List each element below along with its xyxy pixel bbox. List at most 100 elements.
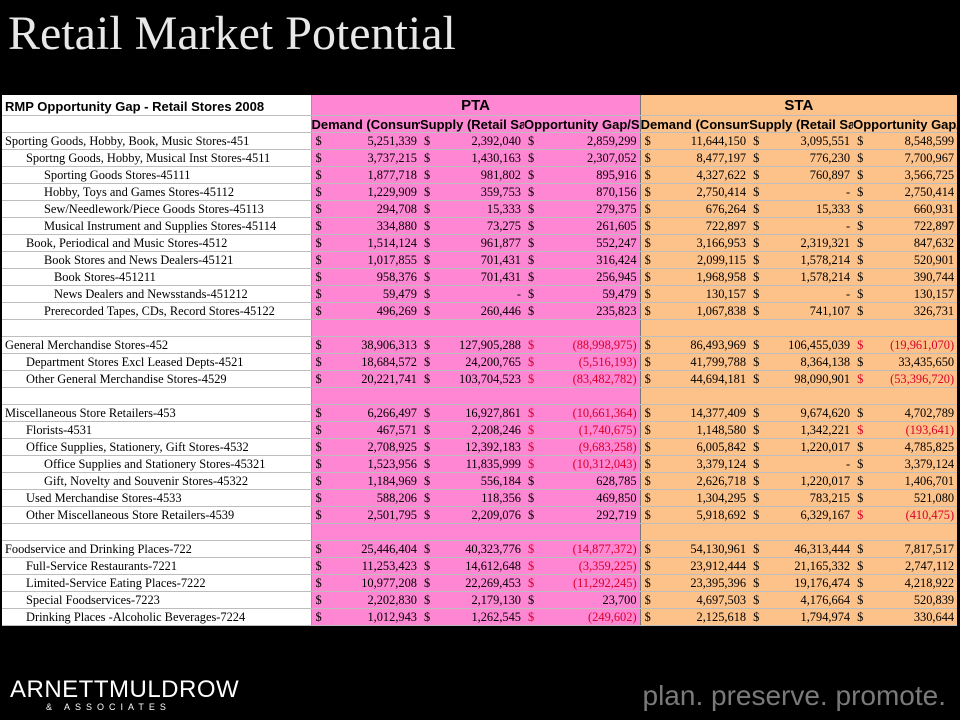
spacer-cell (524, 319, 536, 337)
pta-demand-value: 496,269 (323, 302, 420, 320)
sta-supply-currency: $ (749, 608, 762, 626)
pta-opportunity-value: (14,877,372) (536, 540, 641, 558)
pta-supply-value: 2,209,076 (432, 506, 524, 524)
sta-demand-currency: $ (639, 574, 653, 592)
sta-opportunity-value: 520,901 (865, 251, 958, 269)
sta-demand-value: 676,264 (652, 200, 750, 218)
sta-opportunity-currency: $ (853, 302, 866, 320)
spacer-cell (2, 319, 312, 337)
pta-opportunity-currency: $ (524, 557, 536, 575)
table-row: Miscellaneous Store Retailers-453 $6,266,… (2, 404, 958, 422)
pta-supply-value: 11,835,999 (432, 455, 524, 473)
pta-demand-currency: $ (311, 285, 323, 303)
spacer-cell (420, 319, 432, 337)
sta-opportunity-value: (410,475) (865, 506, 958, 524)
rmp-opportunity-gap-table: RMP Opportunity Gap - Retail Stores 2008… (2, 95, 958, 626)
spacer-cell (639, 387, 653, 405)
pta-demand-value: 59,479 (323, 285, 420, 303)
table-row: Gift, Novelty and Souvenir Stores-45322 $… (2, 472, 958, 490)
sta-opportunity-currency: $ (853, 540, 866, 558)
sta-demand-value: 1,304,295 (652, 489, 750, 507)
sta-supply-value: 4,176,664 (761, 591, 854, 609)
pta-opportunity-value: 2,859,299 (536, 132, 641, 150)
spacer-cell (524, 523, 536, 541)
pta-demand-currency: $ (311, 268, 323, 286)
pta-demand-value: 1,514,124 (323, 234, 420, 252)
pta-demand-value: 18,684,572 (323, 353, 420, 371)
sta-supply-currency: $ (749, 200, 762, 218)
pta-supply-currency: $ (420, 149, 432, 167)
pta-supply-value: 15,333 (432, 200, 524, 218)
sta-supply-currency: $ (749, 132, 762, 150)
pta-demand-currency: $ (311, 438, 323, 456)
pta-supply-currency: $ (420, 302, 432, 320)
sta-supply-value: 2,319,321 (761, 234, 854, 252)
table-row: Special Foodservices-7223 $2,202,830 $2,17… (2, 591, 958, 609)
spacer-cell (420, 523, 432, 541)
sta-supply-currency: $ (749, 540, 762, 558)
pta-opportunity-value: 469,850 (536, 489, 641, 507)
pta-opportunity-currency: $ (524, 285, 536, 303)
pta-opportunity-currency: $ (524, 404, 536, 422)
sta-opportunity-value: 4,785,825 (865, 438, 958, 456)
pta-demand-currency: $ (311, 132, 323, 150)
row-label: Miscellaneous Store Retailers-453 (2, 404, 312, 422)
pta-opportunity-currency: $ (524, 506, 536, 524)
pta-opportunity-value: (1,740,675) (536, 421, 641, 439)
pta-demand-currency: $ (311, 251, 323, 269)
sta-demand-currency: $ (639, 336, 653, 354)
row-label: Used Merchandise Stores-4533 (2, 489, 312, 507)
sta-supply-currency: $ (749, 506, 762, 524)
table-row: Other General Merchandise Stores-4529 $20… (2, 370, 958, 388)
pta-supply-currency: $ (420, 217, 432, 235)
sta-opportunity-value: 520,839 (865, 591, 958, 609)
pta-opportunity-value: (5,516,193) (536, 353, 641, 371)
row-label: Gift, Novelty and Souvenir Stores-45322 (2, 472, 312, 490)
pta-opportunity-currency: $ (524, 149, 536, 167)
row-label: Hobby, Toys and Games Stores-45112 (2, 183, 312, 201)
pta-opportunity-value: 59,479 (536, 285, 641, 303)
pta-opportunity-value: 23,700 (536, 591, 641, 609)
sta-demand-value: 5,918,692 (652, 506, 750, 524)
table-row: News Dealers and Newsstands-451212 $59,47… (2, 285, 958, 303)
sta-opportunity-value: 8,548,599 (865, 132, 958, 150)
spacer-cell (749, 387, 762, 405)
pta-demand-value: 1,229,909 (323, 183, 420, 201)
pta-demand-currency: $ (311, 421, 323, 439)
pta-demand-header: Demand (Consumer Expenditures) (311, 115, 420, 133)
pta-demand-value: 11,253,423 (323, 557, 420, 575)
pta-supply-value: 12,392,183 (432, 438, 524, 456)
pta-opportunity-currency: $ (524, 438, 536, 456)
row-label: Florists-4531 (2, 421, 312, 439)
pta-demand-currency: $ (311, 404, 323, 422)
sta-supply-currency: $ (749, 149, 762, 167)
pta-supply-currency: $ (420, 234, 432, 252)
spacer-cell (749, 523, 762, 541)
sta-opportunity-currency: $ (853, 336, 866, 354)
sta-opportunity-currency: $ (853, 251, 866, 269)
spacer-cell (761, 523, 854, 541)
sta-opportunity-value: (53,396,720) (865, 370, 958, 388)
pta-supply-currency: $ (420, 472, 432, 490)
sta-demand-currency: $ (639, 370, 653, 388)
sta-demand-value: 14,377,409 (652, 404, 750, 422)
sta-supply-value: 9,674,620 (761, 404, 854, 422)
table-caption: RMP Opportunity Gap - Retail Stores 2008 (2, 95, 312, 116)
sta-supply-value: 46,313,444 (761, 540, 854, 558)
sta-opportunity-currency: $ (853, 404, 866, 422)
sta-demand-currency: $ (639, 302, 653, 320)
pta-demand-value: 5,251,339 (323, 132, 420, 150)
table-row: Book, Periodical and Music Stores-4512 $1… (2, 234, 958, 252)
sta-demand-currency: $ (639, 234, 653, 252)
sta-opportunity-currency: $ (853, 285, 866, 303)
sta-demand-value: 130,157 (652, 285, 750, 303)
pta-opportunity-currency: $ (524, 370, 536, 388)
sta-supply-currency: $ (749, 217, 762, 235)
column-header-row: Demand (Consumer Expenditures) Supply (R… (2, 115, 958, 133)
sta-supply-currency: $ (749, 285, 762, 303)
pta-demand-value: 334,880 (323, 217, 420, 235)
pta-supply-value: 127,905,288 (432, 336, 524, 354)
sta-opportunity-currency: $ (853, 608, 866, 626)
row-label: Sporting Goods Stores-45111 (2, 166, 312, 184)
row-label: Book Stores and News Dealers-45121 (2, 251, 312, 269)
